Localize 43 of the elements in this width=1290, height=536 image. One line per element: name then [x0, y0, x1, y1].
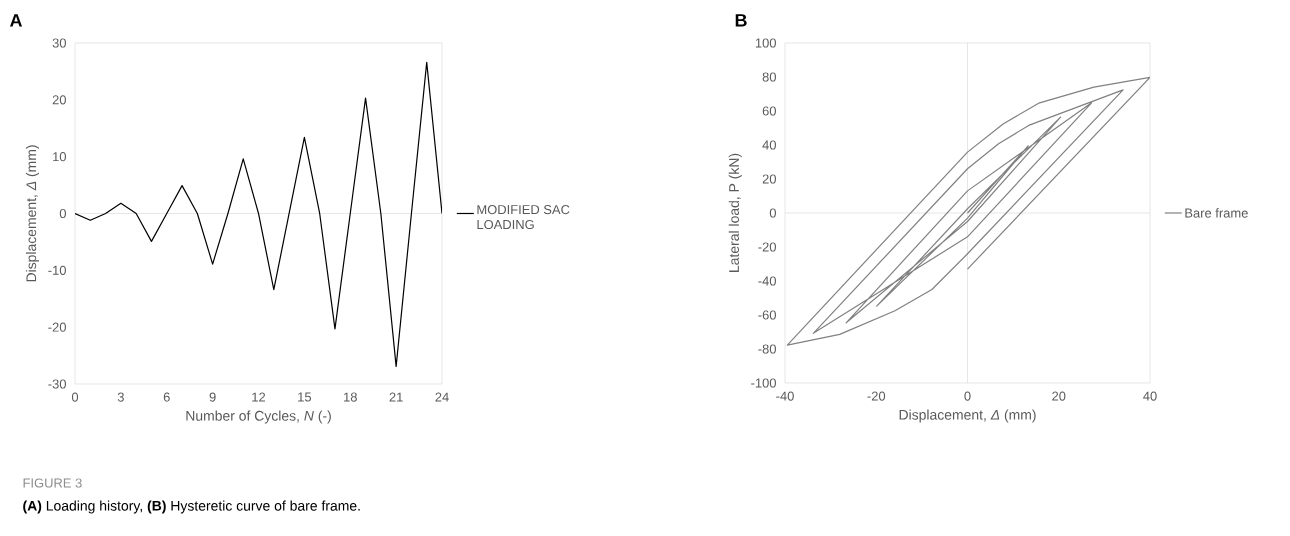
- line-series: [786, 76, 1150, 346]
- y-axis-title: Displacement, Δ (mm): [25, 145, 39, 282]
- y-tick-label: -20: [48, 322, 66, 332]
- x-tick-label: 40: [1143, 391, 1157, 401]
- x-tick-label: 3: [117, 392, 124, 402]
- caption: FIGURE 3: [23, 478, 82, 488]
- y-tick-label: -60: [758, 310, 776, 320]
- x-tick-label: 6: [163, 392, 170, 402]
- x-tick-label: 0: [964, 391, 971, 401]
- x-tick-label: 9: [209, 392, 216, 402]
- x-tick-label: 12: [252, 392, 266, 402]
- y-axis-title: Lateral load, P (kN): [728, 153, 742, 272]
- y-tick-label: 60: [762, 106, 776, 116]
- x-tick-label: 24: [435, 392, 449, 402]
- x-tick-label: 15: [298, 392, 312, 402]
- y-tick-label: -30: [48, 379, 66, 389]
- x-tick-label: 18: [344, 392, 357, 402]
- y-tick-label: -80: [758, 344, 776, 354]
- x-tick-label: -40: [776, 391, 794, 401]
- x-axis-title: Displacement, Δ (mm): [899, 409, 1036, 423]
- legend-label: Bare frame: [1185, 208, 1248, 218]
- x-tick-label: -20: [867, 391, 886, 401]
- y-tick-label: 30: [52, 38, 66, 48]
- y-tick-label: 20: [762, 174, 776, 184]
- x-tick-label: 21: [389, 392, 403, 402]
- y-tick-label: -20: [758, 242, 776, 252]
- legend-label: MODIFIED SAC LOADING: [477, 204, 570, 230]
- y-tick-label: 40: [762, 140, 776, 150]
- x-axis-title: Number of Cycles, N (-): [186, 410, 331, 424]
- y-tick-label: 20: [52, 95, 66, 105]
- y-tick-label: 80: [762, 72, 776, 82]
- chart-title: B: [735, 14, 747, 27]
- text: (A) Loading history, (B) Hysteretic curve of bare frame.: [23, 500, 360, 514]
- y-tick-label: -40: [758, 276, 776, 286]
- y-tick-label: 100: [755, 38, 776, 48]
- y-tick-label: -100: [751, 378, 776, 388]
- y-tick-label: -10: [48, 265, 66, 275]
- x-tick-label: 0: [71, 392, 79, 402]
- y-tick-label: 0: [59, 208, 66, 219]
- chart-title: A: [10, 14, 23, 27]
- y-tick-label: 0: [769, 208, 776, 218]
- y-tick-label: 10: [53, 152, 66, 162]
- x-tick-label: 20: [1052, 391, 1066, 401]
